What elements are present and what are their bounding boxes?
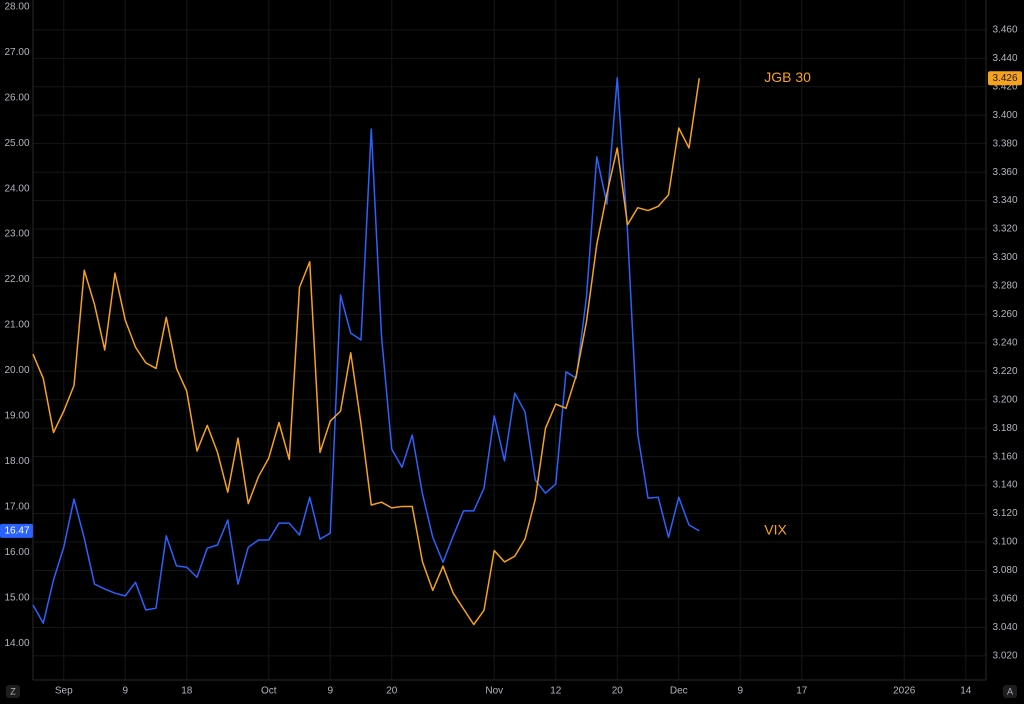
x-tick-label: 18 [181, 686, 193, 697]
y2-tick-label: 3.380 [992, 138, 1017, 149]
x-tick-label: Nov [485, 686, 503, 697]
y2-tick-label: 3.060 [992, 594, 1017, 605]
x-tick-label: Oct [261, 686, 277, 697]
y2-tick-label: 3.100 [992, 537, 1017, 548]
y2-tick-label: 3.020 [992, 650, 1017, 661]
y2-tick-label: 3.460 [992, 25, 1017, 36]
y2-tick-label: 3.340 [992, 195, 1017, 206]
auto-button[interactable] [1003, 685, 1017, 698]
scale-button-label[interactable]: Z [10, 686, 16, 696]
y2-tick-label: 3.240 [992, 337, 1017, 348]
y-tick-label: 25.00 [4, 138, 29, 149]
y-tick-label: 17.00 [4, 501, 29, 512]
x-tick-label: 17 [796, 686, 808, 697]
y-tick-label: 27.00 [4, 47, 29, 58]
price-tag-label: 3.426 [992, 73, 1017, 84]
x-tick-label: 9 [122, 686, 128, 697]
y-tick-label: 19.00 [4, 411, 29, 422]
y-tick-label: 21.00 [4, 320, 29, 331]
y2-tick-label: 3.220 [992, 366, 1017, 377]
x-tick-label: Dec [670, 686, 688, 697]
y2-tick-label: 3.420 [992, 81, 1017, 92]
y2-tick-label: 3.260 [992, 309, 1017, 320]
y-tick-label: 24.00 [4, 183, 29, 194]
scale-button[interactable] [6, 685, 20, 698]
grid [33, 0, 986, 680]
y-tick-label: 28.00 [4, 1, 29, 12]
line-series [32, 76, 700, 624]
auto-button-label[interactable]: A [1007, 686, 1013, 696]
x-tick-label: 20 [386, 686, 398, 697]
y2-tick-label: 3.360 [992, 167, 1017, 178]
y2-tick-label: 3.080 [992, 565, 1017, 576]
x-tick-label: 12 [550, 686, 562, 697]
price-tag-label: 16.47 [4, 526, 29, 537]
x-tick-label: 9 [737, 686, 743, 697]
y2-tick-label: 3.300 [992, 252, 1017, 263]
y-tick-label: 23.00 [4, 229, 29, 240]
price-tag [988, 71, 1022, 86]
y2-tick-label: 3.120 [992, 508, 1017, 519]
y2-tick-label: 3.180 [992, 423, 1017, 434]
x-tick-label: 20 [612, 686, 624, 697]
x-tick-label: Sep [55, 686, 73, 697]
y2-tick-label: 3.140 [992, 480, 1017, 491]
y2-tick-label: 3.160 [992, 451, 1017, 462]
y2-tick-label: 3.040 [992, 622, 1017, 633]
x-tick-label: 2026 [893, 686, 916, 697]
x-tick-label: 14 [960, 686, 972, 697]
y-tick-label: 14.00 [4, 638, 29, 649]
series-label: VIX [764, 522, 787, 538]
series-label: JGB 30 [764, 69, 811, 85]
y2-tick-label: 3.320 [992, 224, 1017, 235]
x-tick-label: 9 [327, 686, 333, 697]
y2-tick-label: 3.200 [992, 394, 1017, 405]
y-tick-label: 16.00 [4, 547, 29, 558]
price-tag [0, 523, 33, 538]
y-tick-label: 26.00 [4, 92, 29, 103]
y-tick-label: 18.00 [4, 456, 29, 467]
y-tick-label: 20.00 [4, 365, 29, 376]
y2-tick-label: 3.280 [992, 281, 1017, 292]
y2-tick-label: 3.440 [992, 53, 1017, 64]
y-tick-label: 15.00 [4, 592, 29, 603]
plot [32, 76, 700, 626]
y-tick-label: 22.00 [4, 274, 29, 285]
line-series [32, 78, 700, 626]
y2-tick-label: 3.400 [992, 110, 1017, 121]
